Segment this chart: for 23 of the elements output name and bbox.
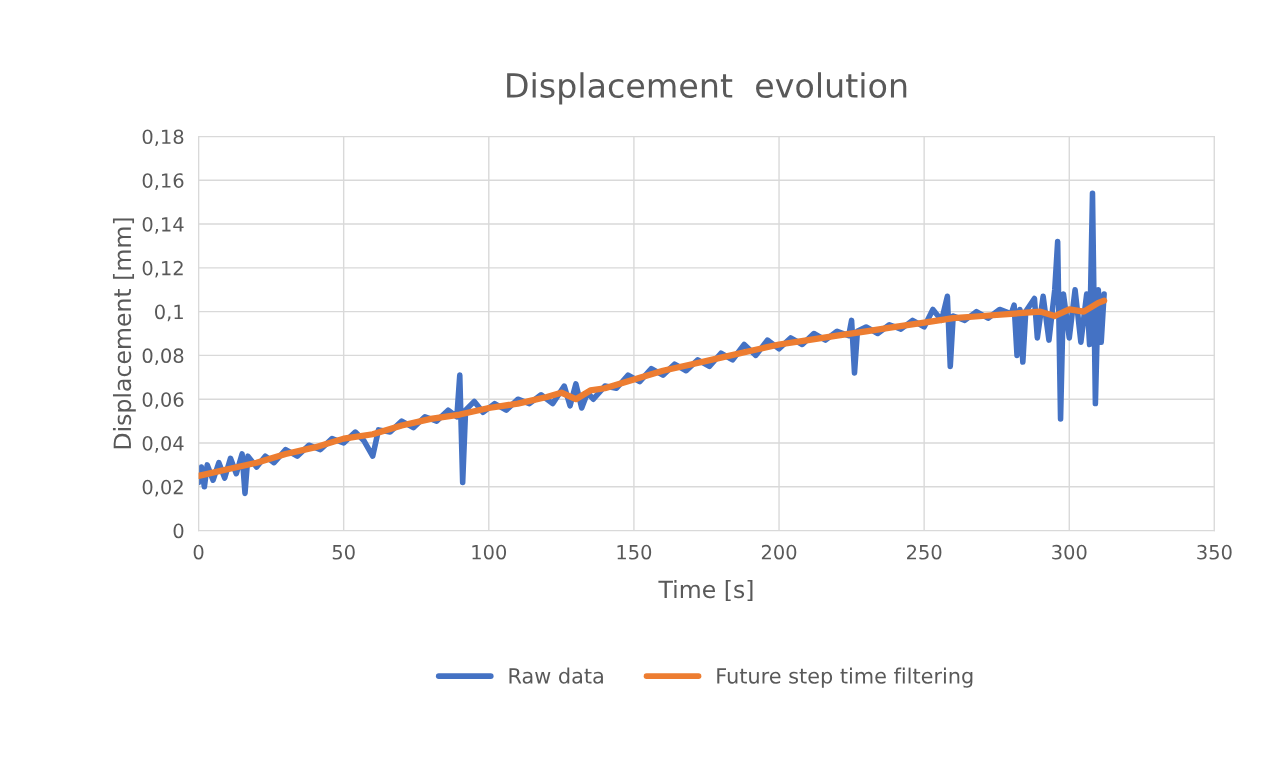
y-tick-label: 0,08 (142, 348, 184, 366)
x-tick-label: 0 (193, 544, 204, 560)
x-tick-label: 150 (617, 544, 652, 560)
x-axis-title: Time [s] (658, 579, 753, 602)
x-tick-label: 200 (761, 544, 797, 560)
legend-label: Raw data (509, 667, 603, 684)
y-tick-label: 0,12 (142, 260, 183, 278)
y-tick-label: 0,02 (142, 479, 183, 497)
y-tick-label: 0,18 (142, 129, 184, 147)
y-tick-label: 0 (173, 523, 184, 539)
y-tick-label: 0,04 (142, 435, 184, 453)
legend-label: Future step time filtering (717, 667, 973, 688)
y-axis-title: Displacement [mm] (112, 218, 136, 449)
x-tick-label: 100 (472, 544, 507, 560)
x-tick-label: 250 (907, 544, 942, 560)
x-tick-label: 300 (1052, 544, 1087, 560)
y-tick-label: 0,06 (142, 392, 184, 409)
x-tick-label: 50 (332, 544, 355, 560)
x-tick-label: 350 (1197, 544, 1232, 560)
y-tick-label: 0,14 (142, 216, 184, 234)
chart-title: Displacement evolution (507, 72, 907, 105)
y-tick-label: 0,16 (142, 173, 184, 190)
y-tick-label: 0,1 (155, 304, 183, 322)
